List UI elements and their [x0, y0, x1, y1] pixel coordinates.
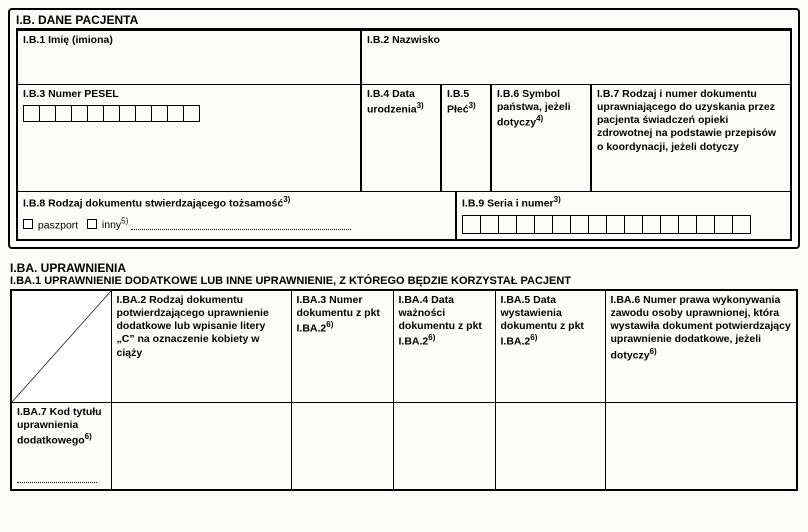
label-b2: I.B.2 Nazwisko	[367, 34, 785, 47]
checkbox-other[interactable]	[87, 219, 97, 229]
cell-b4: I.B.4 Data urodzenia3)	[361, 84, 441, 192]
serial-box[interactable]	[516, 215, 535, 234]
cell-ba4: I.BA.4 Data ważności dokumentu z pkt I.B…	[393, 290, 495, 402]
serial-box[interactable]	[570, 215, 589, 234]
section-ib-box: I.B. DANE PACJENTA I.B.1 Imię (imiona) I…	[8, 8, 800, 249]
cell-b8: I.B.8 Rodzaj dokumentu stwierdzającego t…	[16, 191, 456, 241]
label-b6: I.B.6 Symbol państwa, jeżeli dotyczy4)	[497, 88, 585, 130]
ba-header-row: I.BA.2 Rodzaj dokumentu potwierdzającego…	[11, 290, 797, 402]
pesel-box[interactable]	[135, 105, 152, 122]
serial-box[interactable]	[588, 215, 607, 234]
cell-ba6-val	[605, 402, 797, 490]
b8-options: paszport inny5)	[23, 217, 450, 232]
cell-b1: I.B.1 Imię (imiona)	[16, 29, 361, 85]
serial-box[interactable]	[552, 215, 571, 234]
serial-box[interactable]	[732, 215, 751, 234]
cell-ba5: I.BA.5 Data wystawienia dokumentu z pkt …	[495, 290, 605, 402]
cell-ba5-val	[495, 402, 605, 490]
label-b5: I.B.5 Płeć3)	[447, 88, 485, 117]
serial-boxes	[462, 215, 785, 234]
row-b1-b2: I.B.1 Imię (imiona) I.B.2 Nazwisko	[16, 29, 792, 85]
serial-box[interactable]	[534, 215, 553, 234]
pesel-box[interactable]	[87, 105, 104, 122]
pesel-boxes	[23, 105, 355, 122]
serial-box[interactable]	[678, 215, 697, 234]
label-b1: I.B.1 Imię (imiona)	[23, 34, 355, 47]
serial-box[interactable]	[660, 215, 679, 234]
label-b8: I.B.8 Rodzaj dokumentu stwierdzającego t…	[23, 195, 450, 211]
cell-b6: I.B.6 Symbol państwa, jeżeli dotyczy4)	[491, 84, 591, 192]
label-b7: I.B.7 Rodzaj i numer dokumentu uprawniaj…	[597, 88, 785, 154]
row-b8-b9: I.B.8 Rodzaj dokumentu stwierdzającego t…	[16, 192, 792, 241]
section-iba-header: I.BA. UPRAWNIENIA	[10, 259, 798, 275]
cell-ba4-val	[393, 402, 495, 490]
cell-ba7: I.BA.7 Kod tytułu uprawnienia dodatkoweg…	[11, 402, 111, 490]
pesel-box[interactable]	[23, 105, 40, 122]
pesel-box[interactable]	[183, 105, 200, 122]
serial-box[interactable]	[480, 215, 499, 234]
serial-box[interactable]	[714, 215, 733, 234]
pesel-box[interactable]	[151, 105, 168, 122]
section-iba: I.BA. UPRAWNIENIA I.BA.1 UPRAWNIENIE DOD…	[8, 259, 800, 491]
row-b3-b7: I.B.3 Numer PESEL I.B.4 Data urodzenia3)…	[16, 85, 792, 192]
opt-passport: paszport	[38, 219, 78, 231]
pesel-box[interactable]	[119, 105, 136, 122]
cell-ba3: I.BA.3 Numer dokumentu z pkt I.BA.26)	[291, 290, 393, 402]
other-dotted-line	[131, 229, 351, 230]
label-b9: I.B.9 Seria i numer3)	[462, 195, 785, 211]
cell-b3: I.B.3 Numer PESEL	[16, 84, 361, 192]
cell-diagonal	[11, 290, 111, 402]
cell-ba3-val	[291, 402, 393, 490]
ba-table: I.BA.2 Rodzaj dokumentu potwierdzającego…	[10, 289, 798, 491]
ba-data-row: I.BA.7 Kod tytułu uprawnienia dodatkoweg…	[11, 402, 797, 490]
pesel-box[interactable]	[167, 105, 184, 122]
cell-b5: I.B.5 Płeć3)	[441, 84, 491, 192]
section-iba-subheader: I.BA.1 UPRAWNIENIE DODATKOWE LUB INNE UP…	[10, 275, 798, 289]
pesel-box[interactable]	[55, 105, 72, 122]
label-b4: I.B.4 Data urodzenia3)	[367, 88, 435, 117]
cell-b2: I.B.2 Nazwisko	[361, 29, 792, 85]
cell-b9: I.B.9 Seria i numer3)	[456, 191, 792, 241]
label-b3: I.B.3 Numer PESEL	[23, 88, 355, 101]
cell-ba2-val	[111, 402, 291, 490]
checkbox-passport[interactable]	[23, 219, 33, 229]
pesel-box[interactable]	[103, 105, 120, 122]
cell-ba6: I.BA.6 Numer prawa wykonywania zawodu os…	[605, 290, 797, 402]
cell-ba2: I.BA.2 Rodzaj dokumentu potwierdzającego…	[111, 290, 291, 402]
serial-box[interactable]	[642, 215, 661, 234]
serial-box[interactable]	[498, 215, 517, 234]
opt-other: inny5)	[102, 219, 128, 231]
section-ib-header: I.B. DANE PACJENTA	[16, 12, 792, 29]
ba7-dotted	[17, 472, 97, 485]
serial-box[interactable]	[462, 215, 481, 234]
pesel-box[interactable]	[39, 105, 56, 122]
cell-b7: I.B.7 Rodzaj i numer dokumentu uprawniaj…	[591, 84, 792, 192]
serial-box[interactable]	[606, 215, 625, 234]
serial-box[interactable]	[624, 215, 643, 234]
serial-box[interactable]	[696, 215, 715, 234]
pesel-box[interactable]	[71, 105, 88, 122]
